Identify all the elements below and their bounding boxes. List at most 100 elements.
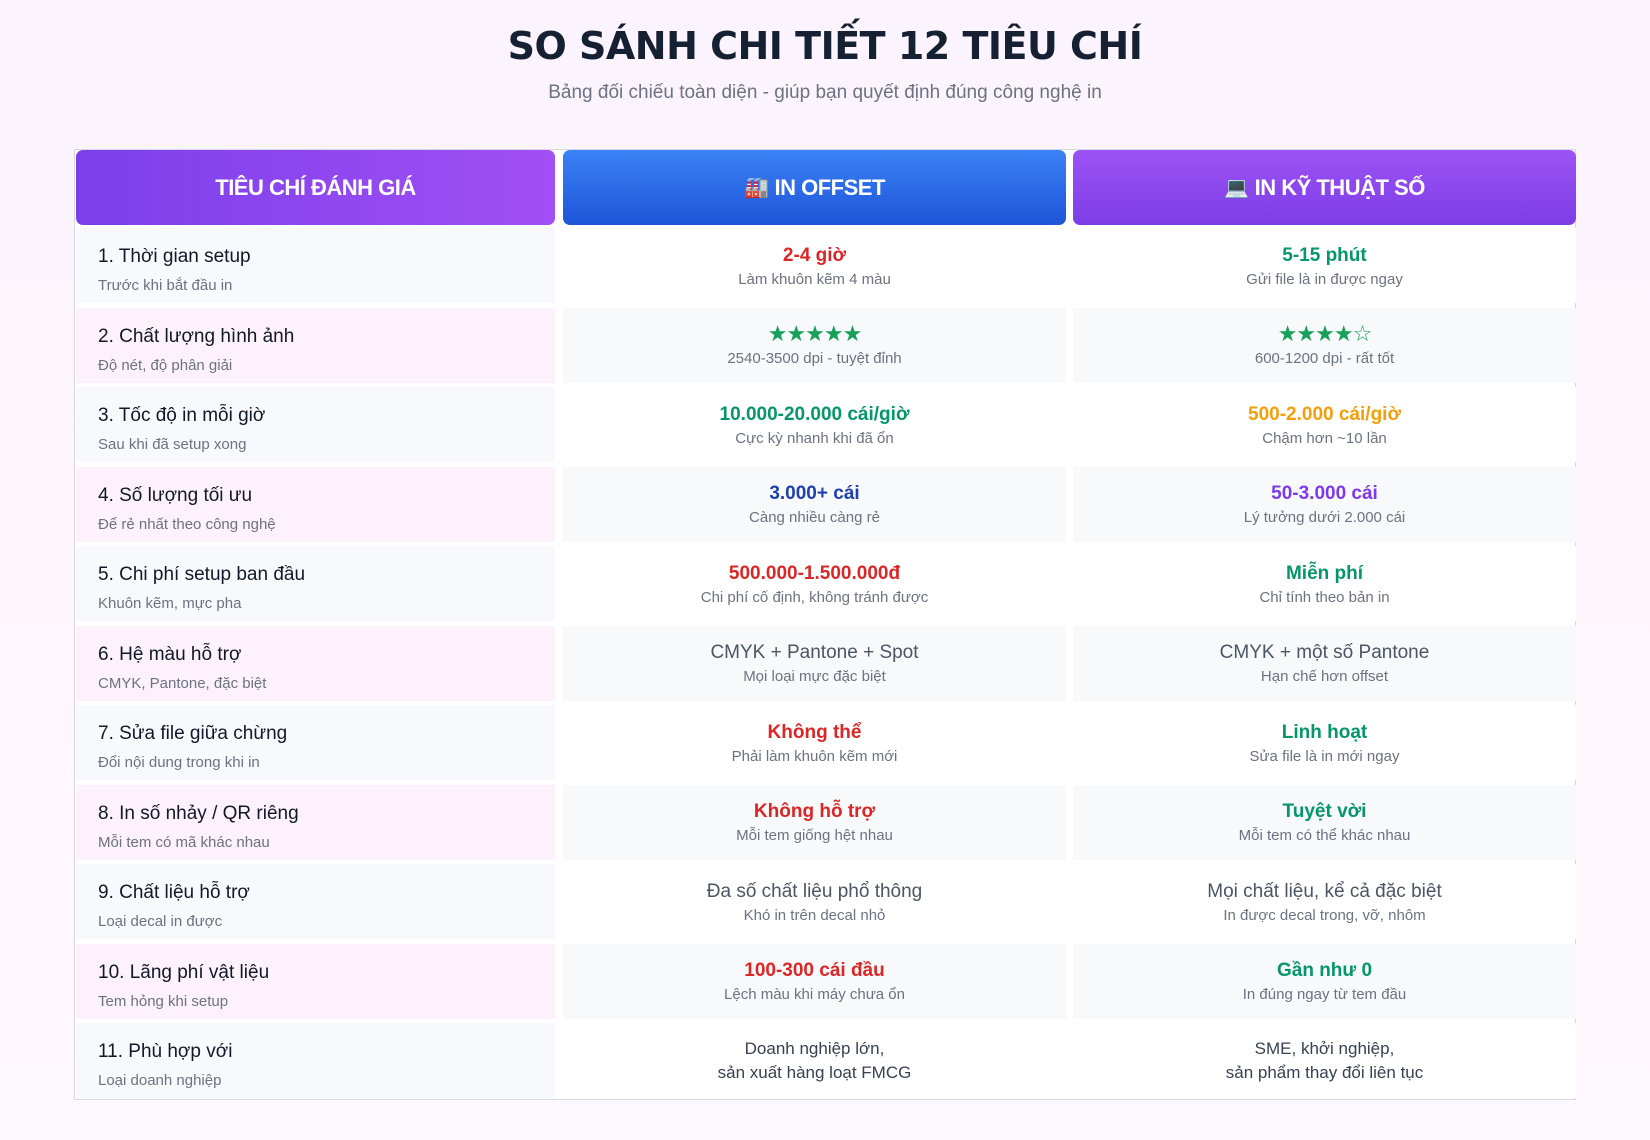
table-row: 3. Tốc độ in mỗi giờ Sau khi đã setup xo… <box>75 385 1575 465</box>
criteria-cell: 5. Chi phí setup ban đầu Khuôn kẽm, mực … <box>76 546 555 621</box>
offset-cell: 2-4 giờ Làm khuôn kẽm 4 màu <box>563 228 1066 303</box>
table-row: 10. Lãng phí vật liệu Tem hỏng khi setup… <box>75 942 1575 1022</box>
offset-value: Doanh nghiệp lớn, <box>745 1037 885 1061</box>
offset-note: 2540-3500 dpi - tuyệt đỉnh <box>727 350 901 367</box>
offset-note: Càng nhiều càng rẻ <box>749 509 880 526</box>
digital-star-rating: ★★★★☆ <box>1278 323 1372 347</box>
table-row: 11. Phù hợp với Loại doanh nghiệp Doanh … <box>75 1021 1575 1101</box>
criteria-title: 10. Lãng phí vật liệu <box>98 962 555 984</box>
offset-cell: 500.000-1.500.000đ Chi phí cố định, khôn… <box>563 546 1066 621</box>
table-row: 1. Thời gian setup Trước khi bắt đầu in … <box>75 226 1575 306</box>
table-row: 7. Sửa file giữa chừng Đổi nội dung tron… <box>75 703 1575 783</box>
offset-cell: 100-300 cái đầu Lệch màu khi máy chưa ổn <box>563 944 1066 1019</box>
column-header-digital-label: IN KỸ THUẬT SỐ <box>1255 175 1425 201</box>
criteria-title: 4. Số lượng tối ưu <box>98 485 555 507</box>
digital-value: 5-15 phút <box>1282 244 1366 268</box>
digital-value-line-2: sản phẩm thay đổi liên tục <box>1226 1061 1424 1085</box>
criteria-description: Trước khi bắt đầu in <box>98 277 555 294</box>
table-row: 9. Chất liệu hỗ trợ Loại decal in được Đ… <box>75 862 1575 942</box>
digital-cell: Tuyệt vời Mỗi tem có thể khác nhau <box>1073 785 1576 860</box>
digital-value: 500-2.000 cái/giờ <box>1248 403 1401 427</box>
offset-cell: Không thể Phải làm khuôn kẽm mới <box>563 705 1066 780</box>
digital-note: In được decal trong, vỡ, nhôm <box>1223 907 1425 924</box>
offset-cell: CMYK + Pantone + Spot Mọi loại mực đặc b… <box>563 626 1066 701</box>
criteria-description: Độ nét, độ phân giải <box>98 357 555 374</box>
offset-value: 100-300 cái đầu <box>744 959 884 983</box>
criteria-description: Loại decal in được <box>98 913 555 930</box>
offset-value-line-2: sản xuất hàng loạt FMCG <box>718 1061 912 1085</box>
digital-cell: 50-3.000 cái Lý tưởng dưới 2.000 cái <box>1073 467 1576 542</box>
criteria-cell: 9. Chất liệu hỗ trợ Loại decal in được <box>76 864 555 939</box>
digital-cell: 500-2.000 cái/giờ Chậm hơn ~10 lần <box>1073 387 1576 462</box>
digital-cell: 5-15 phút Gửi file là in được ngay <box>1073 228 1576 303</box>
criteria-cell: 4. Số lượng tối ưu Để rẻ nhất theo công … <box>76 467 555 542</box>
offset-note: Làm khuôn kẽm 4 màu <box>738 271 891 288</box>
table-row: 5. Chi phí setup ban đầu Khuôn kẽm, mực … <box>75 544 1575 624</box>
offset-value: 2-4 giờ <box>783 244 846 268</box>
factory-icon: 🏭 <box>744 175 768 200</box>
digital-note: Lý tưởng dưới 2.000 cái <box>1244 509 1406 526</box>
offset-value: 10.000-20.000 cái/giờ <box>720 403 910 427</box>
offset-note: Mọi loại mực đặc biệt <box>743 668 886 685</box>
digital-cell: CMYK + một số Pantone Hạn chế hơn offset <box>1073 626 1576 701</box>
digital-value: Tuyệt vời <box>1283 800 1367 824</box>
criteria-title: 6. Hệ màu hỗ trợ <box>98 644 555 666</box>
criteria-description: CMYK, Pantone, đặc biệt <box>98 675 555 692</box>
digital-note: 600-1200 dpi - rất tốt <box>1255 350 1394 367</box>
criteria-title: 11. Phù hợp với <box>98 1041 555 1063</box>
digital-note: In đúng ngay từ tem đầu <box>1243 986 1406 1003</box>
criteria-title: 8. In số nhảy / QR riêng <box>98 803 555 825</box>
digital-note: Mỗi tem có thể khác nhau <box>1239 827 1411 844</box>
digital-cell: Linh hoạt Sửa file là in mới ngay <box>1073 705 1576 780</box>
column-header-offset-label: IN OFFSET <box>775 175 885 201</box>
criteria-description: Sau khi đã setup xong <box>98 436 555 453</box>
digital-note: Gửi file là in được ngay <box>1246 271 1403 288</box>
criteria-description: Đổi nội dung trong khi in <box>98 754 555 771</box>
offset-cell: Đa số chất liệu phổ thông Khó in trên de… <box>563 864 1066 939</box>
offset-value: CMYK + Pantone + Spot <box>710 641 918 665</box>
criteria-title: 7. Sửa file giữa chừng <box>98 723 555 745</box>
criteria-cell: 8. In số nhảy / QR riêng Mỗi tem có mã k… <box>76 785 555 860</box>
digital-value: Miễn phí <box>1286 562 1363 586</box>
digital-note: Chỉ tính theo bản in <box>1259 589 1389 606</box>
offset-note: Khó in trên decal nhỏ <box>744 907 886 924</box>
offset-star-rating: ★★★★★ <box>768 323 862 347</box>
digital-cell: SME, khởi nghiệp, sản phẩm thay đổi liên… <box>1073 1023 1576 1098</box>
offset-note: Lệch màu khi máy chưa ổn <box>724 986 905 1003</box>
table-header: TIÊU CHÍ ĐÁNH GIÁ 🏭 IN OFFSET 💻 IN KỸ TH… <box>75 150 1575 226</box>
offset-cell: Không hỗ trợ Mỗi tem giống hệt nhau <box>563 785 1066 860</box>
column-header-criteria: TIÊU CHÍ ĐÁNH GIÁ <box>76 150 555 225</box>
digital-cell: ★★★★☆ 600-1200 dpi - rất tốt <box>1073 308 1576 383</box>
digital-cell: Mọi chất liệu, kể cả đặc biệt In được de… <box>1073 864 1576 939</box>
criteria-title: 9. Chất liệu hỗ trợ <box>98 882 555 904</box>
digital-value: CMYK + một số Pantone <box>1220 641 1430 665</box>
offset-value: Không thể <box>768 721 862 745</box>
criteria-title: 2. Chất lượng hình ảnh <box>98 326 555 348</box>
criteria-cell: 11. Phù hợp với Loại doanh nghiệp <box>76 1023 555 1098</box>
table-body: 1. Thời gian setup Trước khi bắt đầu in … <box>75 226 1575 1101</box>
digital-value: Mọi chất liệu, kể cả đặc biệt <box>1207 880 1441 904</box>
criteria-cell: 10. Lãng phí vật liệu Tem hỏng khi setup <box>76 944 555 1019</box>
offset-cell: 10.000-20.000 cái/giờ Cực kỳ nhanh khi đ… <box>563 387 1066 462</box>
column-header-offset: 🏭 IN OFFSET <box>563 150 1066 225</box>
digital-value: Gần như 0 <box>1277 959 1372 983</box>
offset-cell: ★★★★★ 2540-3500 dpi - tuyệt đỉnh <box>563 308 1066 383</box>
criteria-description: Khuôn kẽm, mực pha <box>98 595 555 612</box>
offset-note: Phải làm khuôn kẽm mới <box>732 748 898 765</box>
digital-value: SME, khởi nghiệp, <box>1255 1037 1395 1061</box>
digital-note: Chậm hơn ~10 lần <box>1262 430 1387 447</box>
criteria-cell: 1. Thời gian setup Trước khi bắt đầu in <box>76 228 555 303</box>
offset-value: 3.000+ cái <box>769 482 859 506</box>
table-row: 8. In số nhảy / QR riêng Mỗi tem có mã k… <box>75 783 1575 863</box>
digital-note: Hạn chế hơn offset <box>1261 668 1388 685</box>
criteria-description: Loại doanh nghiệp <box>98 1072 555 1089</box>
page-header: SO SÁNH CHI TIẾT 12 TIÊU CHÍ Bảng đối ch… <box>0 0 1650 104</box>
table-row: 4. Số lượng tối ưu Để rẻ nhất theo công … <box>75 465 1575 545</box>
criteria-description: Mỗi tem có mã khác nhau <box>98 834 555 851</box>
digital-value: Linh hoạt <box>1282 721 1367 745</box>
offset-value: Không hỗ trợ <box>754 800 875 824</box>
criteria-cell: 2. Chất lượng hình ảnh Độ nét, độ phân g… <box>76 308 555 383</box>
criteria-cell: 7. Sửa file giữa chừng Đổi nội dung tron… <box>76 705 555 780</box>
page-subtitle: Bảng đối chiếu toàn diện - giúp bạn quyế… <box>0 82 1650 104</box>
column-header-criteria-label: TIÊU CHÍ ĐÁNH GIÁ <box>215 175 416 201</box>
